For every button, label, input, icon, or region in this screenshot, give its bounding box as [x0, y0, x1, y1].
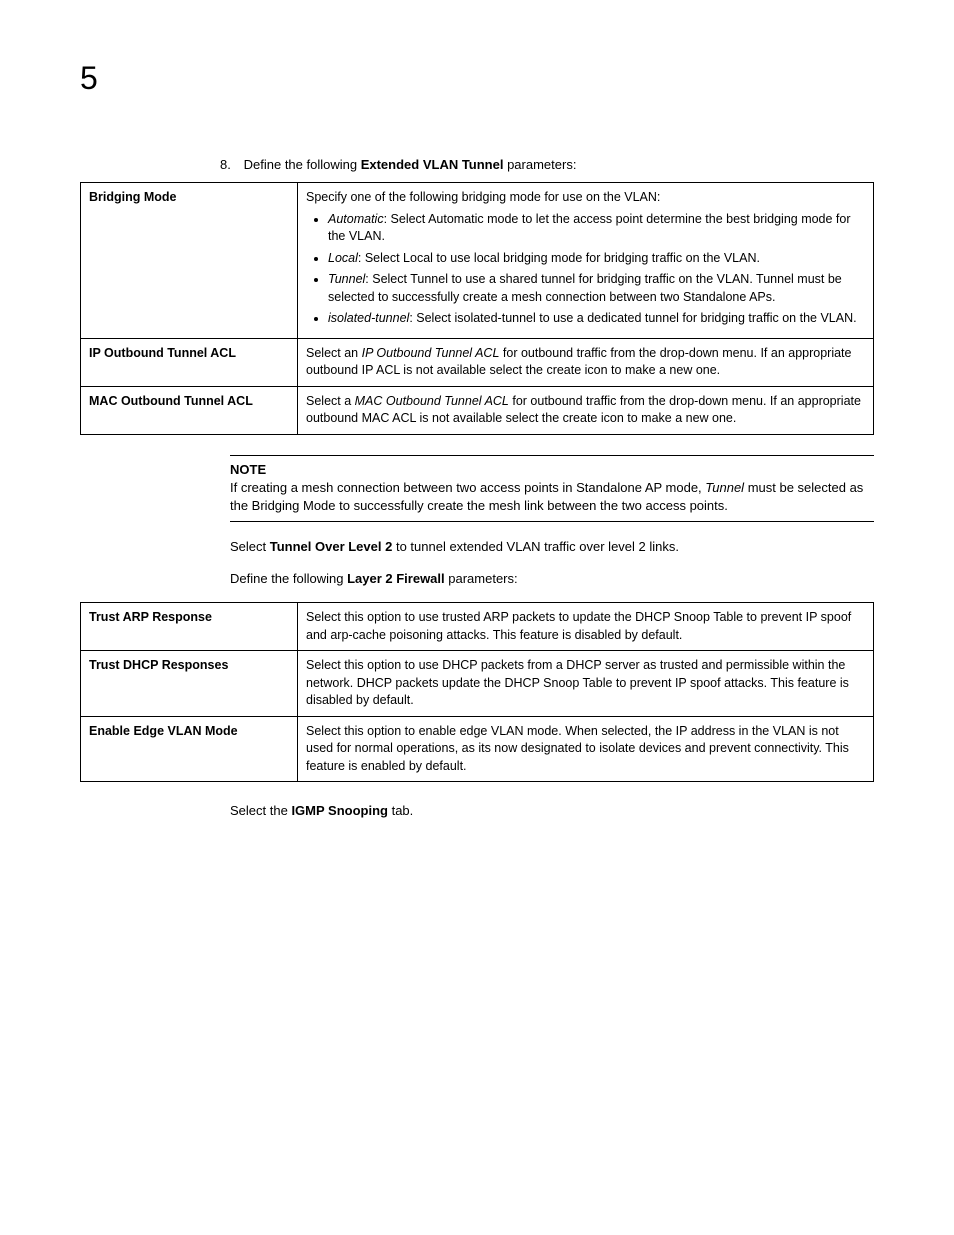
param-label: Bridging Mode: [81, 183, 298, 339]
note-title: NOTE: [230, 462, 874, 477]
param-desc: Select this option to use DHCP packets f…: [298, 651, 874, 717]
list-item: Automatic: Select Automatic mode to let …: [328, 211, 865, 246]
note-body: If creating a mesh connection between tw…: [230, 479, 874, 515]
layer2-firewall-table: Trust ARP Response Select this option to…: [80, 602, 874, 782]
step-8-instruction: 8. Define the following Extended VLAN Tu…: [220, 157, 874, 172]
table-row: MAC Outbound Tunnel ACL Select a MAC Out…: [81, 386, 874, 434]
paragraph: Select the IGMP Snooping tab.: [230, 802, 874, 820]
table-row: Trust ARP Response Select this option to…: [81, 603, 874, 651]
param-label: Trust ARP Response: [81, 603, 298, 651]
param-label: Enable Edge VLAN Mode: [81, 716, 298, 782]
table-row: Enable Edge VLAN Mode Select this option…: [81, 716, 874, 782]
chapter-number: 5: [80, 60, 874, 97]
table-row: Bridging Mode Specify one of the followi…: [81, 183, 874, 339]
param-label: MAC Outbound Tunnel ACL: [81, 386, 298, 434]
step-text-prefix: Define the following: [244, 157, 361, 172]
table-row: IP Outbound Tunnel ACL Select an IP Outb…: [81, 338, 874, 386]
paragraph: Define the following Layer 2 Firewall pa…: [230, 570, 874, 588]
extended-vlan-tunnel-table: Bridging Mode Specify one of the followi…: [80, 182, 874, 435]
param-desc: Select this option to enable edge VLAN m…: [298, 716, 874, 782]
table-row: Trust DHCP Responses Select this option …: [81, 651, 874, 717]
list-item: Tunnel: Select Tunnel to use a shared tu…: [328, 271, 865, 306]
param-desc: Select an IP Outbound Tunnel ACL for out…: [298, 338, 874, 386]
intro-text: Specify one of the following bridging mo…: [306, 190, 660, 204]
step-text-bold: Extended VLAN Tunnel: [361, 157, 504, 172]
step-text-suffix: parameters:: [503, 157, 576, 172]
param-label: IP Outbound Tunnel ACL: [81, 338, 298, 386]
param-desc: Select this option to use trusted ARP pa…: [298, 603, 874, 651]
param-label: Trust DHCP Responses: [81, 651, 298, 717]
bullet-list: Automatic: Select Automatic mode to let …: [306, 211, 865, 328]
paragraph: Select Tunnel Over Level 2 to tunnel ext…: [230, 538, 874, 556]
param-desc: Select a MAC Outbound Tunnel ACL for out…: [298, 386, 874, 434]
param-desc: Specify one of the following bridging mo…: [298, 183, 874, 339]
note-block: NOTE If creating a mesh connection betwe…: [230, 455, 874, 522]
step-number: 8.: [220, 157, 240, 172]
list-item: Local: Select Local to use local bridgin…: [328, 250, 865, 268]
list-item: isolated-tunnel: Select isolated-tunnel …: [328, 310, 865, 328]
